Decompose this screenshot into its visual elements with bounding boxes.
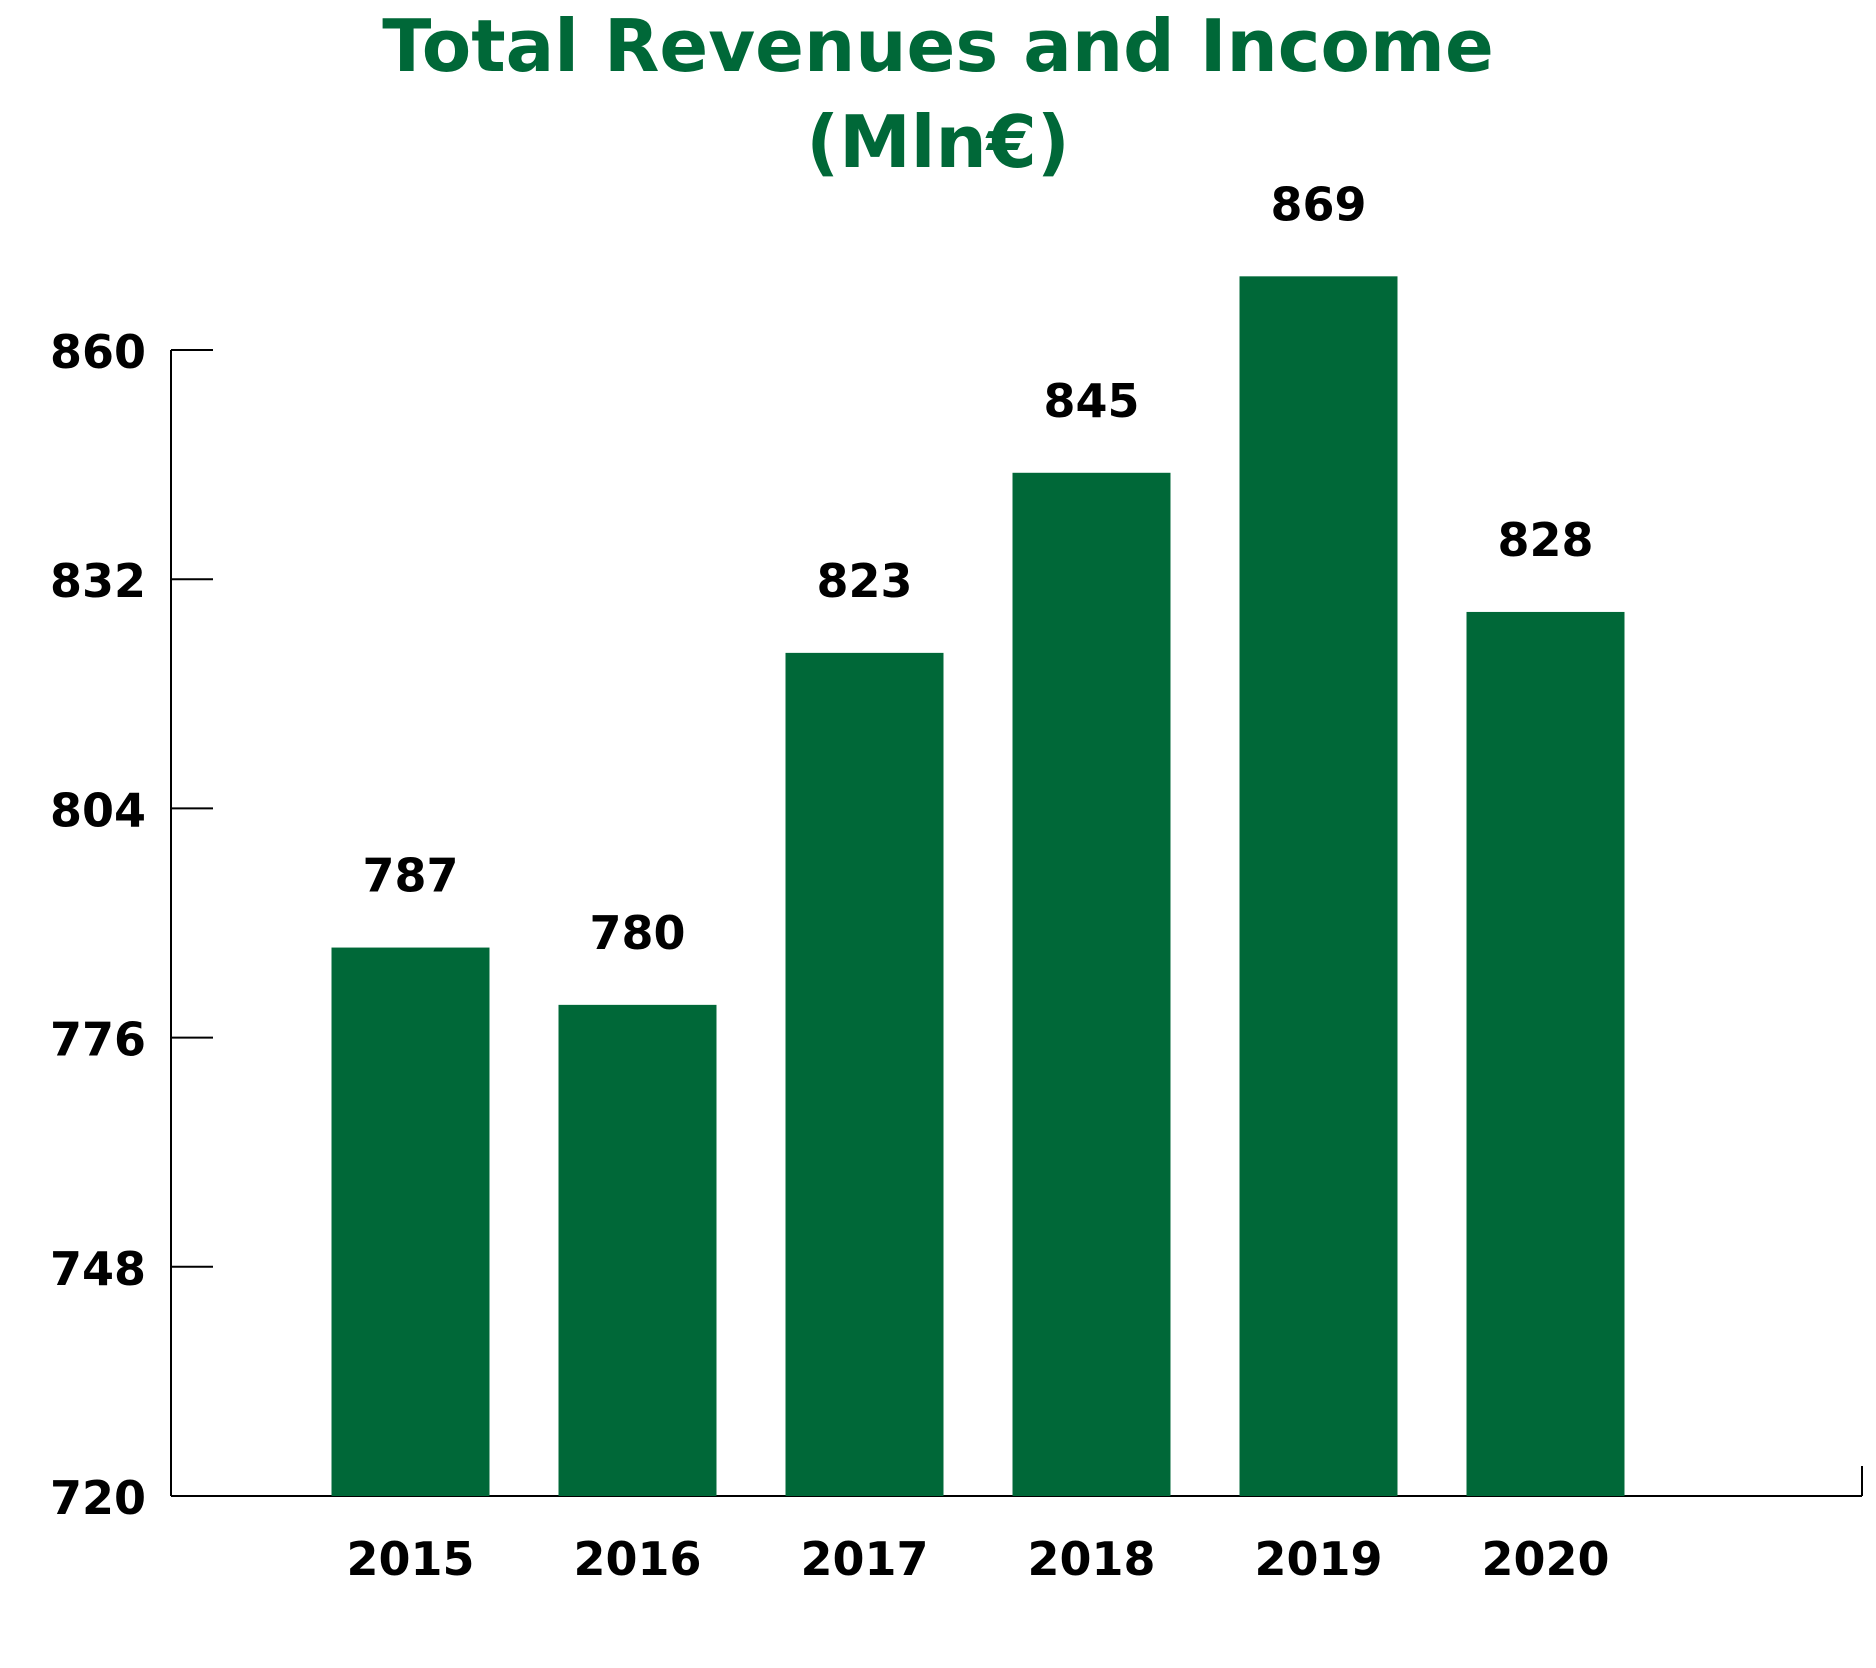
chart-bars [331,276,1625,1496]
data-label-2016: 780 [589,906,685,960]
bar-2018 [1012,472,1171,1496]
chart-labels: 720 748 776 804 832 860 787 2015 780 2016 823 2017 8… [50,177,1610,1586]
x-tick-label-2019: 2019 [1254,1532,1382,1586]
bar-2017 [785,652,944,1496]
bar-2016 [558,1004,717,1496]
y-tick-label: 832 [50,554,146,608]
y-tick-label: 776 [50,1013,146,1067]
bar-2019 [1239,276,1398,1496]
data-label-2019: 869 [1270,177,1366,231]
y-tick-label: 860 [50,325,146,379]
data-label-2018: 845 [1043,374,1139,428]
x-tick-label-2015: 2015 [346,1532,474,1586]
x-tick-label-2020: 2020 [1481,1532,1609,1586]
x-tick-label-2016: 2016 [573,1532,701,1586]
bar-2020 [1466,611,1625,1496]
x-tick-label-2017: 2017 [800,1532,928,1586]
x-tick-label-2018: 2018 [1027,1532,1155,1586]
chart-title: Total Revenues and Income [382,4,1494,88]
data-label-2020: 828 [1497,513,1593,567]
data-label-2015: 787 [362,849,458,903]
y-tick-label: 748 [50,1242,146,1296]
y-tick-label: 804 [50,783,146,837]
y-tick-label: 720 [50,1471,146,1525]
data-label-2017: 823 [816,554,912,608]
bar-2015 [331,947,490,1496]
chart-subtitle: (Mln€) [806,100,1070,184]
